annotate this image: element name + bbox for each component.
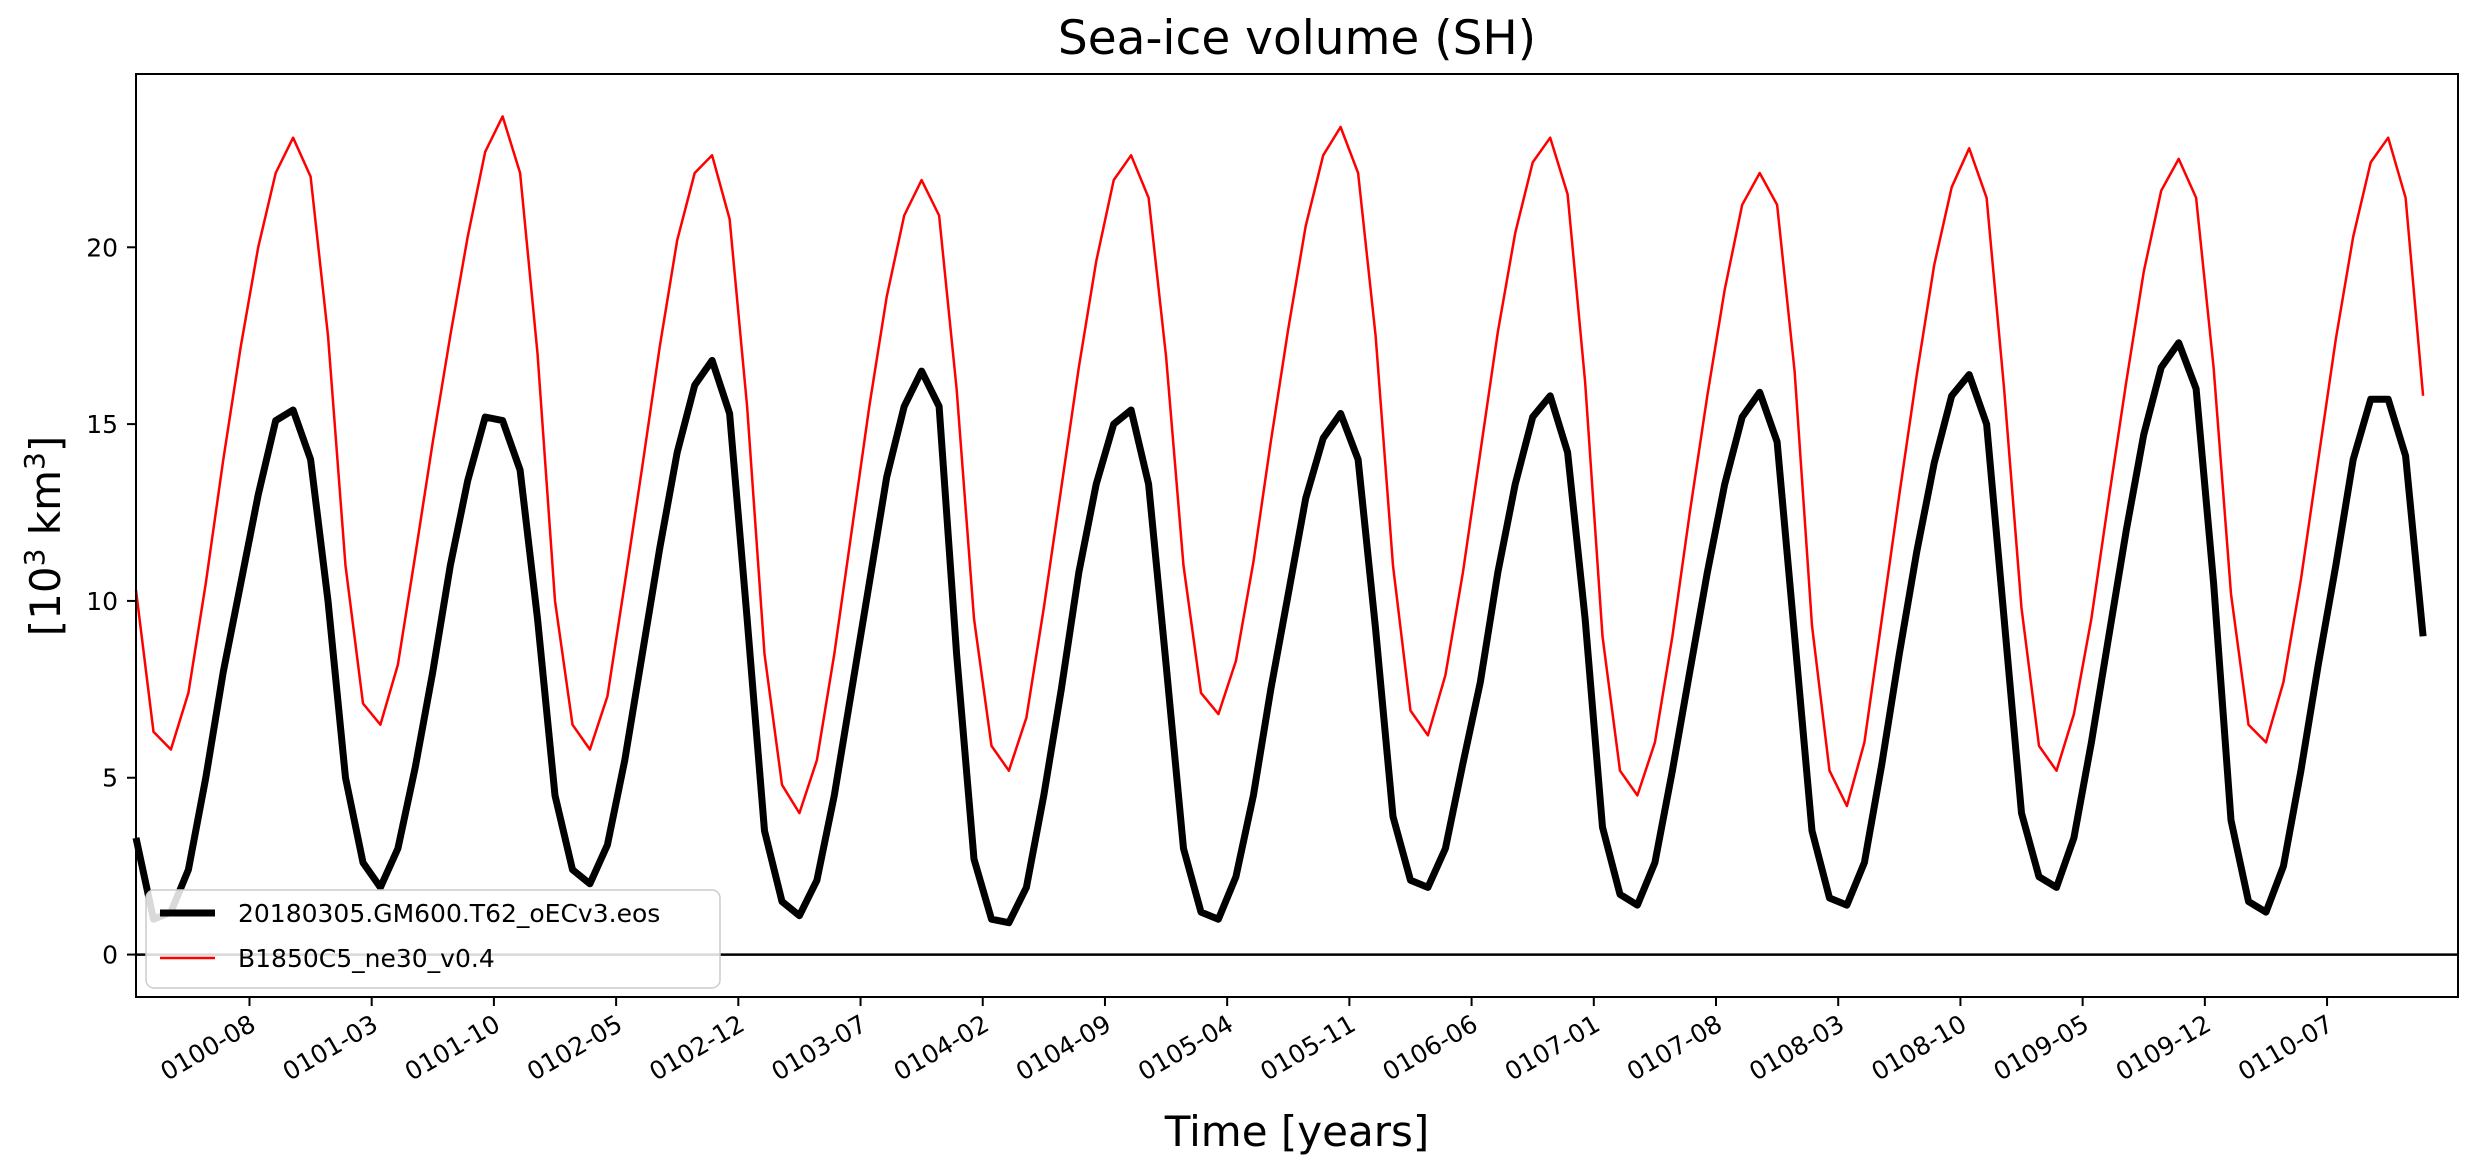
series-line-black [132,339,2427,927]
y-axis-label-part-close: ] [21,436,70,452]
y-tick-label: 15 [86,410,118,439]
y-axis-label-part-open: [10 [21,566,70,636]
legend-box [145,889,721,989]
y-axis-ticks: 0 5 10 15 20 [86,233,136,970]
y-tick-label: 5 [102,764,118,793]
plot-frame [135,73,2459,998]
legend: 20180305.GM600.T62_oECv3.eos B1850C5_ne3… [145,889,721,989]
y-axis-label-part-exp2: 3 [18,452,51,470]
series-line-red [134,115,2425,815]
y-axis-label: [103 km3] [18,436,70,636]
legend-label-black: 20180305.GM600.T62_oECv3.eos [238,899,660,928]
y-tick-label: 0 [102,941,118,970]
y-axis-label-part-exp1: 3 [18,549,51,567]
legend-label-red: B1850C5_ne30_v0.4 [238,944,495,973]
x-axis-label: Time [years] [1164,1107,1430,1156]
y-tick-label: 20 [86,233,118,262]
chart-title: Sea-ice volume (SH) [1058,11,1536,66]
y-tick-label: 10 [86,587,118,616]
y-axis-label-part-mid: km [21,470,70,549]
